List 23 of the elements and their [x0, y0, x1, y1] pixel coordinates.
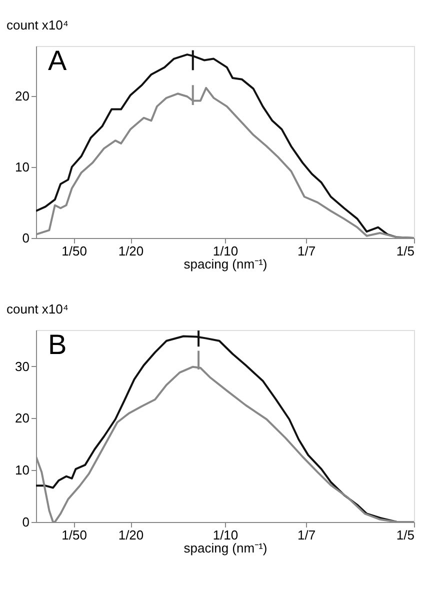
chart-title: B — [48, 329, 67, 360]
x-axis-title: spacing (nm⁻¹) — [184, 256, 268, 272]
y-axis-title: count x10⁴ — [6, 302, 68, 316]
chart-title: A — [48, 45, 67, 76]
y-tick-label: 10 — [15, 462, 30, 478]
y-tick-label: 0 — [22, 514, 30, 530]
x-tick-label: 1/10 — [212, 244, 238, 258]
x-tick-label: 1/5 — [396, 528, 414, 542]
x-tick-label: 1/50 — [62, 528, 87, 542]
x-tick-label: 1/50 — [62, 244, 87, 258]
y-tick-label: 10 — [15, 159, 30, 174]
x-tick-label: 1/20 — [118, 528, 144, 542]
y-tick-label: 20 — [15, 88, 30, 104]
y-tick-label: 0 — [22, 230, 30, 246]
x-tick-label: 1/20 — [118, 244, 144, 258]
x-tick-label: 1/7 — [298, 528, 316, 542]
x-tick-label: 1/5 — [396, 244, 414, 258]
y-tick-label: 20 — [15, 410, 30, 426]
y-axis-title: count x10⁴ — [6, 18, 68, 32]
y-tick-label: 30 — [15, 358, 30, 374]
x-tick-label: 1/7 — [298, 244, 316, 258]
x-tick-label: 1/10 — [212, 528, 238, 542]
x-axis-title: spacing (nm⁻¹) — [184, 540, 268, 556]
